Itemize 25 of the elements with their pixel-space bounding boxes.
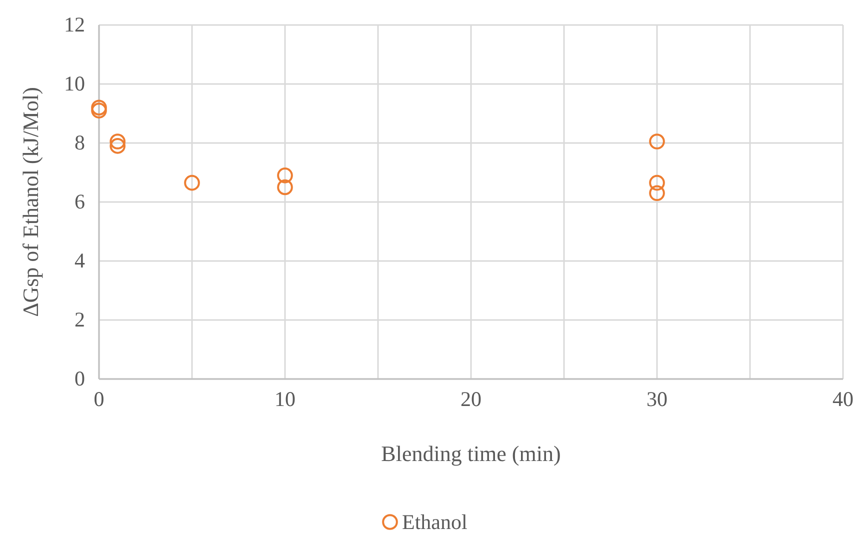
point: [649, 174, 665, 191]
y-tick-label: 8: [74, 130, 85, 155]
point: [649, 134, 665, 150]
y-tick-label: 4: [74, 248, 86, 273]
point: [91, 102, 107, 118]
y-tick-label: 2: [74, 308, 85, 332]
y-tick-label: 10: [64, 72, 85, 96]
x-tick-label: 10: [274, 386, 296, 411]
x-axis-title: Blending time (min): [381, 441, 561, 466]
y-tick-label: 6: [74, 190, 85, 214]
point: [649, 185, 665, 202]
x-tick-label: 40: [832, 386, 854, 411]
x-tick-label: 20: [460, 386, 482, 411]
point: [110, 134, 126, 150]
y-tick-label: 0: [74, 366, 85, 391]
point: [110, 138, 126, 154]
x-tick-label: 0: [94, 386, 104, 411]
y-tick-label: 12: [64, 12, 85, 37]
y-axis-title: ΔGsp of Ethanol (kJ/Mol): [18, 87, 43, 317]
point: [184, 174, 200, 191]
point: [277, 179, 293, 196]
point: [277, 168, 293, 184]
point: [91, 100, 107, 116]
x-tick-label: 30: [646, 386, 668, 411]
legend-label: Ethanol: [402, 510, 468, 534]
